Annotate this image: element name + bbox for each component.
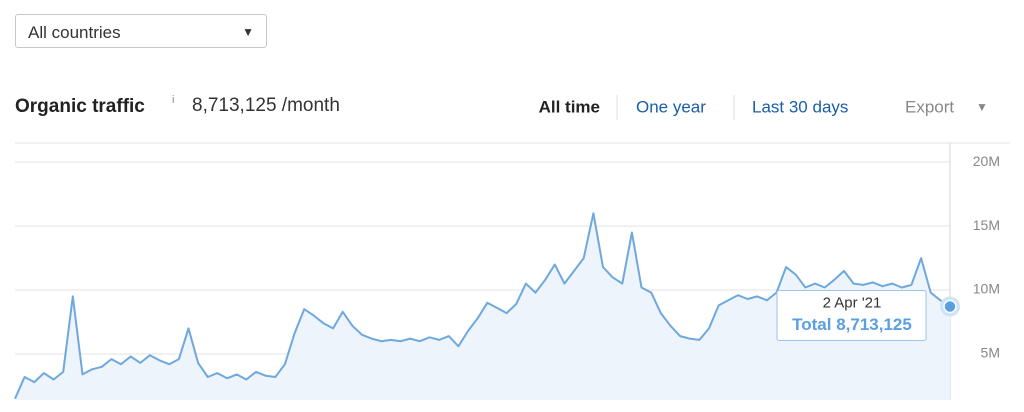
y-tick-label: 5M	[981, 345, 1000, 361]
export-button[interactable]: Export	[905, 97, 954, 116]
tooltip-total: Total 8,713,125	[792, 315, 912, 334]
select-arrow: ▼	[242, 25, 254, 39]
tooltip-date: 2 Apr '21	[823, 294, 882, 311]
select-label: All countries	[28, 23, 121, 42]
info-icon[interactable]: i	[172, 94, 174, 106]
export-arrow: ▼	[976, 100, 988, 114]
tooltip-box	[776, 289, 927, 341]
country-select[interactable]: All countries ▼	[15, 14, 267, 48]
tab-one-year[interactable]: One year	[636, 97, 706, 116]
y-tick-label: 15M	[973, 217, 1000, 233]
tooltip: 2 Apr '21 Total 8,713,125	[776, 289, 927, 341]
title: Organic traffic	[15, 96, 145, 117]
line	[14, 212, 951, 400]
y-tick-label: 20M	[973, 153, 1000, 169]
point	[943, 299, 957, 314]
tab-all-time[interactable]: All time	[539, 97, 600, 116]
area	[15, 213, 950, 400]
traffic-total: 8,713,125 /month	[192, 95, 340, 116]
tab-last-30[interactable]: Last 30 days	[752, 97, 848, 116]
y-tick-label: 10M	[973, 281, 1000, 297]
